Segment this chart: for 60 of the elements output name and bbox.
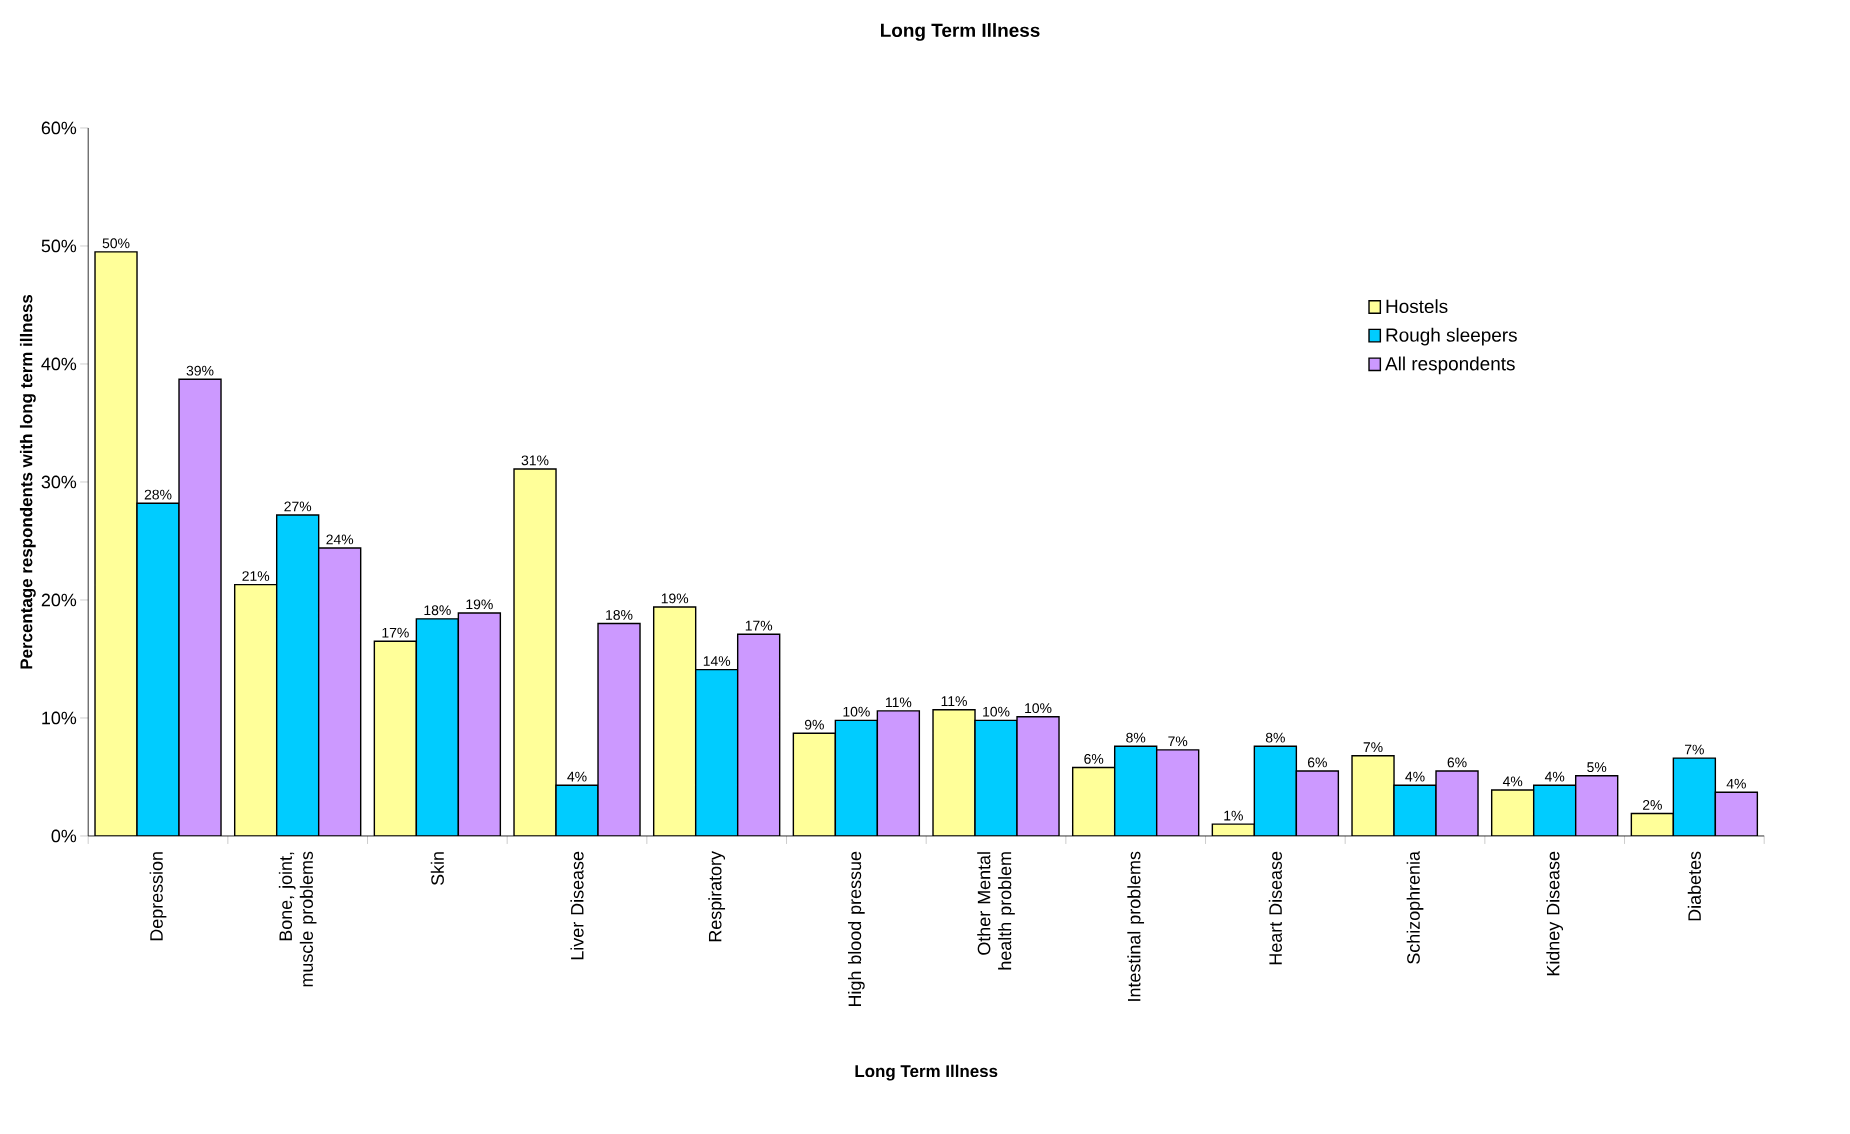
bar — [597, 622, 641, 836]
bar — [974, 719, 1018, 836]
bar — [1071, 766, 1116, 836]
legend-label: Hostels — [1386, 299, 1448, 314]
bar — [178, 378, 222, 836]
bar — [373, 640, 418, 836]
bar — [513, 468, 557, 836]
bar — [457, 612, 502, 836]
bar — [694, 668, 739, 836]
y-tick-label: 20% — [41, 593, 77, 607]
bar — [1295, 770, 1340, 836]
chart-title: Long Term Illness — [881, 23, 1040, 41]
bar — [792, 732, 837, 836]
bar — [1155, 749, 1200, 836]
bar — [415, 618, 460, 836]
y-tick-label: 60% — [41, 121, 77, 135]
y-axis-title: Percentage respondents with long term illness — [19, 294, 36, 669]
bar — [1672, 757, 1717, 836]
bar — [1113, 745, 1158, 836]
bar — [1630, 812, 1675, 836]
x-tick-label: Bone, joint, muscle problems — [278, 851, 317, 987]
y-tick-label: 0% — [51, 829, 77, 843]
bar — [736, 633, 781, 836]
legend-label: Rough sleepers — [1386, 327, 1517, 346]
x-axis-title: Long Term Illness — [855, 1064, 998, 1081]
bar — [1393, 784, 1437, 836]
bar — [1714, 791, 1759, 836]
bar — [1435, 770, 1479, 836]
x-tick-label: Schizophrenia — [1406, 851, 1424, 964]
bar — [1532, 784, 1577, 836]
bar — [652, 606, 697, 836]
bar — [233, 583, 278, 836]
bar — [136, 502, 180, 836]
x-tick-label: Respiratory — [708, 851, 726, 942]
x-tick-label: Heart Disease — [1268, 851, 1282, 965]
x-tick-label: Liver Disease — [570, 851, 584, 960]
bar — [1574, 775, 1619, 836]
y-tick-label: 30% — [41, 475, 77, 489]
bar — [1016, 716, 1060, 836]
bar — [1490, 789, 1535, 836]
bar — [1253, 745, 1298, 836]
x-tick-label: Diabetes — [1687, 851, 1701, 921]
x-tick-label: Other Mental health problem — [977, 852, 1015, 970]
y-tick-label: 40% — [41, 357, 77, 371]
x-tick-label: Depression — [149, 852, 167, 941]
x-tick-label: High blood pressue — [847, 851, 865, 1007]
bar — [275, 514, 320, 836]
bar — [932, 709, 976, 836]
bar — [876, 710, 921, 836]
x-tick-label: Kidney Disease — [1546, 851, 1564, 976]
bar — [317, 547, 362, 836]
x-tick-label: Intestinal problems — [1127, 851, 1145, 1001]
y-tick-label: 10% — [42, 711, 77, 725]
bar — [555, 784, 599, 836]
legend-label: All respondents — [1385, 356, 1515, 375]
bar — [834, 719, 879, 836]
x-tick-label: Skin — [430, 852, 444, 886]
y-tick-label: 50% — [41, 239, 77, 253]
bar — [94, 251, 138, 836]
bar — [1351, 755, 1395, 836]
